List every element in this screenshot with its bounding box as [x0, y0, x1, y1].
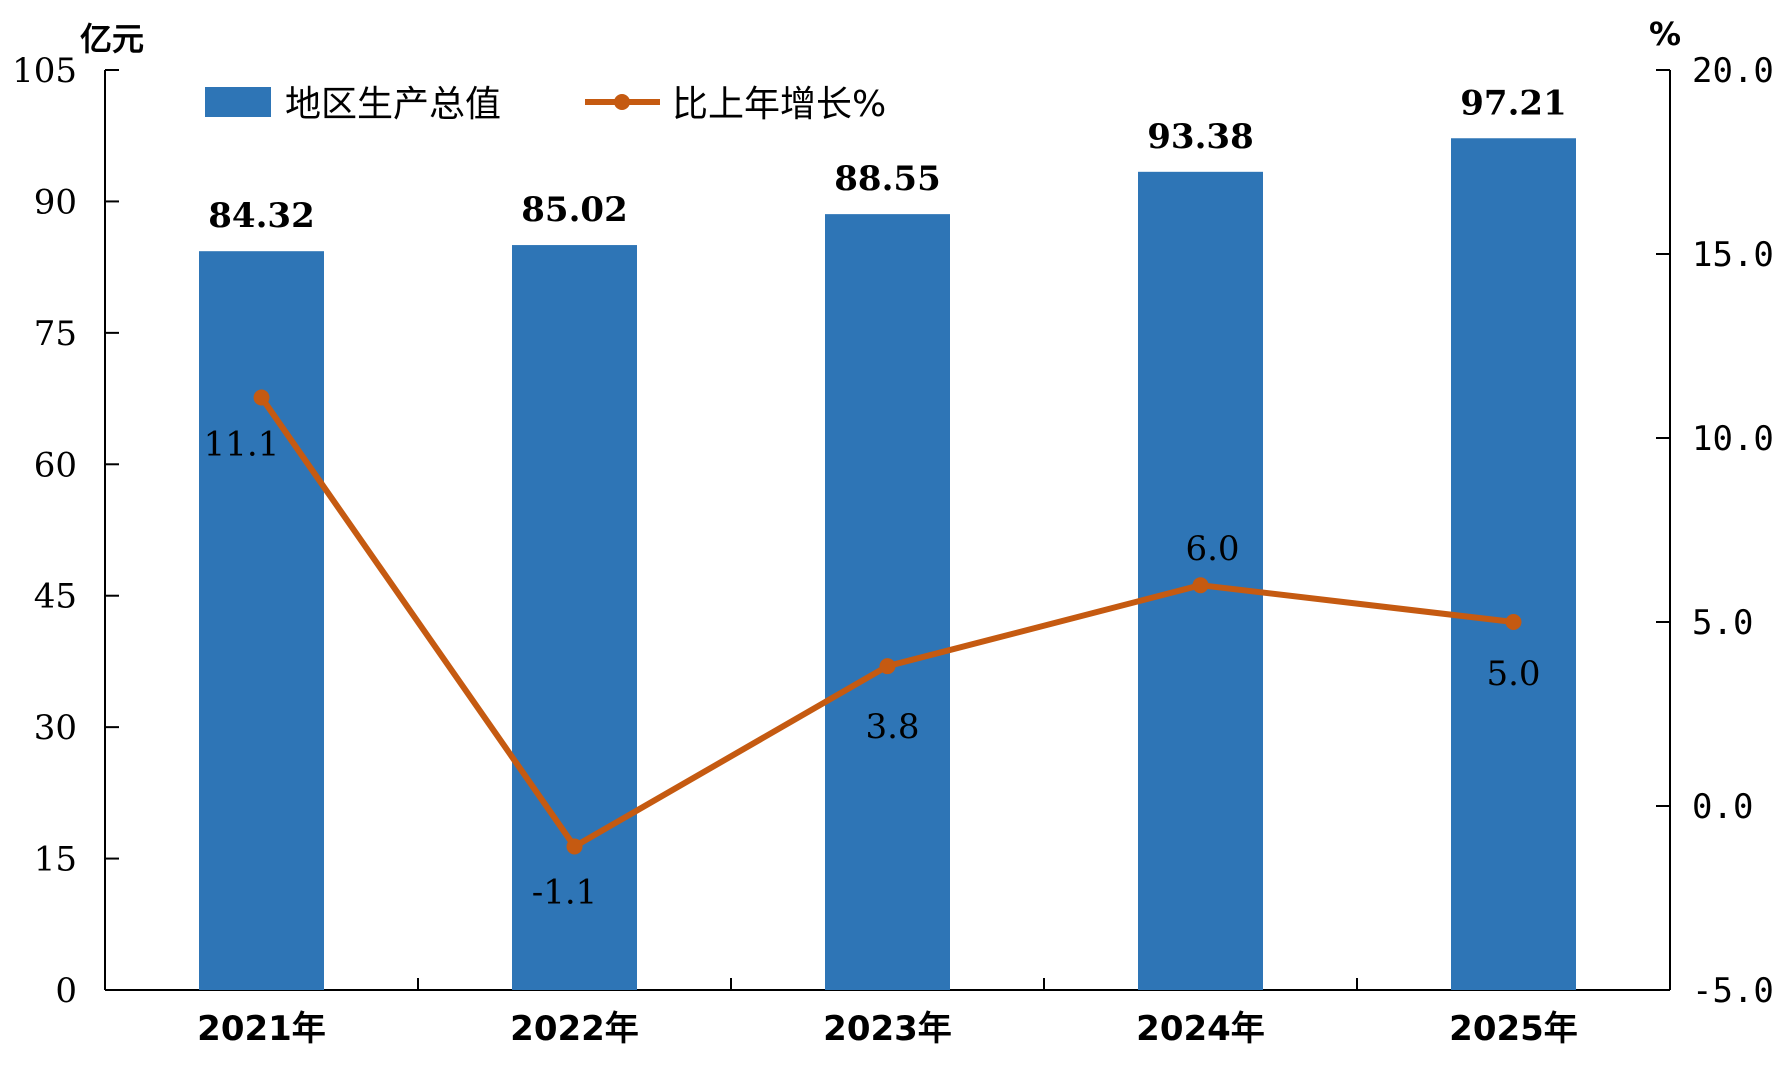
left-axis-tick-label: 15	[34, 840, 77, 880]
growth-point	[1505, 614, 1522, 630]
growth-value-label: 11.1	[204, 425, 280, 465]
bars	[199, 138, 1576, 991]
x-axis-category-label: 2021年	[197, 1009, 326, 1049]
growth-value-label: 3.8	[865, 707, 919, 747]
growth-value-label: -1.1	[532, 872, 598, 912]
legend-line-marker	[614, 94, 630, 110]
left-axis-unit-label: 亿元	[80, 20, 144, 58]
right-axis-unit-label: %	[1649, 15, 1681, 53]
right-axis-tick-label: 15.0	[1692, 235, 1774, 275]
axes: 0 15 30 45 60 75 90 105 -5.0 0.0 5.0 10.0 15.0 20.0 20…	[12, 15, 1774, 1049]
growth-point	[1192, 577, 1209, 594]
left-axis-tick-label: 45	[34, 577, 77, 617]
legend-line-label: 比上年增长%	[672, 84, 886, 125]
left-axis-tick-label: 60	[34, 445, 77, 485]
growth-point	[879, 658, 896, 675]
bar-value-label: 84.32	[208, 196, 314, 236]
right-axis-tick-label: 0.0	[1692, 787, 1753, 827]
left-axis-tick-label: 0	[55, 971, 77, 1011]
bar-value-label: 85.02	[521, 190, 627, 230]
bar-value-label: 88.55	[834, 159, 940, 199]
left-axis-tick-label: 90	[34, 182, 77, 222]
bar	[825, 214, 950, 991]
growth-value-label: 6.0	[1185, 529, 1239, 569]
legend-bar-label: 地区生产总值	[285, 84, 501, 125]
bar	[1451, 138, 1576, 990]
x-axis-category-label: 2024年	[1136, 1009, 1265, 1049]
right-axis-tick-label: 20.0	[1692, 51, 1774, 91]
data-labels: 84.32 85.02 88.55 93.38 97.21 11.1 -1.1 3.8 6.0 5…	[204, 83, 1567, 912]
growth-value-label: 5.0	[1486, 654, 1540, 694]
bar-value-label: 97.21	[1460, 83, 1566, 123]
left-axis-tick-label: 75	[34, 314, 77, 354]
bar	[512, 245, 637, 990]
growth-point	[253, 389, 270, 406]
bar	[199, 251, 324, 991]
growth-line-series	[253, 389, 1522, 855]
right-axis-tick-label: 10.0	[1692, 419, 1774, 459]
left-axis-tick-label: 30	[34, 708, 77, 748]
x-axis-category-label: 2025年	[1449, 1009, 1578, 1049]
left-axis-tick-label: 105	[12, 51, 77, 91]
right-axis-tick-label: 5.0	[1692, 603, 1753, 643]
legend: 地区生产总值 比上年增长%	[205, 84, 886, 125]
growth-point	[566, 838, 583, 855]
x-axis-category-label: 2022年	[510, 1009, 639, 1049]
right-axis-tick-label: -5.0	[1692, 971, 1774, 1011]
bar-value-label: 93.38	[1147, 117, 1253, 157]
x-axis-category-label: 2023年	[823, 1009, 952, 1049]
legend-bar-swatch	[205, 87, 271, 117]
